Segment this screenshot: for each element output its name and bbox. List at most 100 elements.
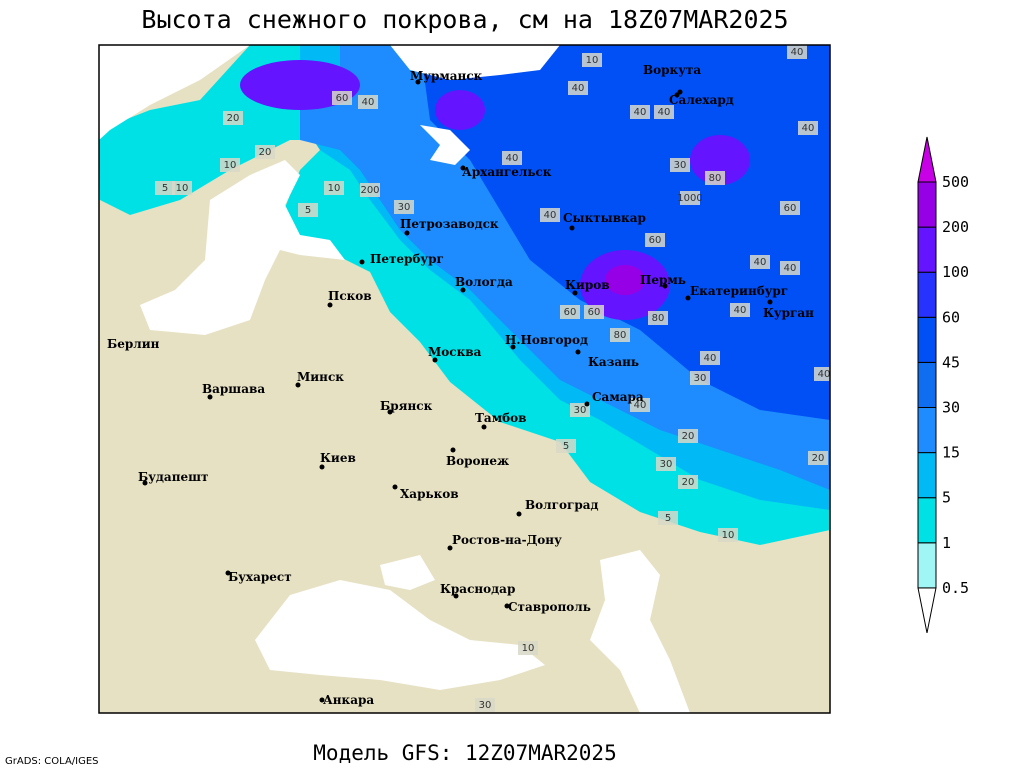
contour-label: 40 xyxy=(734,305,747,316)
contour-label-box xyxy=(582,53,602,67)
city-dot xyxy=(387,409,393,415)
city-label: Краснодар xyxy=(440,582,515,596)
contour-label: 80 xyxy=(709,173,722,184)
contour-label-box xyxy=(780,261,800,275)
sea xyxy=(390,45,560,80)
colorbar-label: 200 xyxy=(942,218,969,236)
contour-label: 80 xyxy=(652,313,665,324)
colorbar-label: 0.5 xyxy=(942,579,969,597)
contour-label-box xyxy=(780,201,800,215)
city-dot xyxy=(404,230,410,236)
city-dot xyxy=(450,447,456,453)
contour-label: 10 xyxy=(722,530,735,541)
contour-label: 10 xyxy=(224,160,237,171)
model-label: Модель GFS: 12Z07MAR2025 xyxy=(313,741,616,765)
contour-label-box xyxy=(808,451,828,465)
contour-label: 40 xyxy=(362,97,375,108)
city-label: Москва xyxy=(428,345,482,359)
contour-label-box xyxy=(324,181,344,195)
contour-label: 30 xyxy=(674,160,687,171)
city-label: Минск xyxy=(297,370,344,384)
contour-label-box xyxy=(220,158,240,172)
colorbar-box xyxy=(917,226,937,273)
city-dot xyxy=(572,290,578,296)
contour-label-box xyxy=(678,475,698,489)
city-dot xyxy=(295,382,301,388)
colorbar-label: 15 xyxy=(942,444,960,462)
colorbar-box xyxy=(917,497,937,544)
colorbar-label: 500 xyxy=(942,173,969,191)
contour-label: 10 xyxy=(522,643,535,654)
city-label: Петрозаводск xyxy=(400,217,499,231)
contour-label-box xyxy=(680,191,700,205)
contour-label: 60 xyxy=(784,203,797,214)
contour-label: 80 xyxy=(614,330,627,341)
colorbar-label: 100 xyxy=(942,263,969,281)
sea xyxy=(99,45,250,140)
city-label: Харьков xyxy=(400,487,459,501)
city-label: Воркута xyxy=(643,63,701,77)
contour-label-box xyxy=(155,181,175,195)
sea xyxy=(420,125,470,165)
contour-label: 200 xyxy=(360,185,379,196)
contour-label-box xyxy=(787,45,807,59)
city-dot xyxy=(516,511,522,517)
colorbar-box xyxy=(917,181,937,228)
contour-label: 5 xyxy=(305,205,311,216)
sea xyxy=(140,160,345,335)
snow-5 xyxy=(240,60,360,110)
contour-label-box xyxy=(223,111,243,125)
contour-label-box xyxy=(654,105,674,119)
city-label: Киев xyxy=(320,451,356,465)
contour-label-box xyxy=(645,233,665,247)
city-label: Вологда xyxy=(455,275,513,289)
sea xyxy=(255,580,545,690)
contour-label-box xyxy=(255,145,275,159)
city-label: Брянск xyxy=(380,399,433,413)
contour-label-box xyxy=(560,305,580,319)
contour-label: 30 xyxy=(694,373,707,384)
contour-label-box xyxy=(358,95,378,109)
city-label: Варшава xyxy=(202,382,265,396)
colorbar-box xyxy=(917,452,937,499)
colorbar-box xyxy=(917,271,937,318)
city-label: Архангельск xyxy=(462,165,552,179)
title: Высота снежного покрова, см на 18Z07MAR2… xyxy=(141,5,788,34)
map: 40 10 60 40 40 20 10 40 20 5 10 5 10 200 30 40 40 40 30 100… xyxy=(99,45,830,713)
contour-label-box xyxy=(502,151,522,165)
city-label: Ростов-на-Дону xyxy=(452,533,562,547)
contour-label-box xyxy=(648,311,668,325)
contour-label-box xyxy=(670,158,690,172)
city-dot xyxy=(460,287,466,293)
contour-label: 40 xyxy=(754,257,767,268)
contour-label: 40 xyxy=(544,210,557,221)
city-dot xyxy=(575,349,581,355)
contour-label: 10 xyxy=(586,55,599,66)
colorbar-triangle xyxy=(917,587,937,633)
contour-label: 40 xyxy=(634,107,647,118)
contour-label-box xyxy=(518,641,538,655)
contour-label: 40 xyxy=(658,107,671,118)
contour-label: 60 xyxy=(564,307,577,318)
city-label: Екатеринбург xyxy=(690,284,788,298)
city-dot xyxy=(460,165,466,171)
contour-label: 40 xyxy=(784,263,797,274)
colorbar-label: 5 xyxy=(942,489,951,507)
colorbar-box xyxy=(917,542,937,589)
contour-label: 60 xyxy=(336,93,349,104)
contour-label-box xyxy=(584,305,604,319)
city-dot xyxy=(481,424,487,430)
city-label: Казань xyxy=(588,355,639,369)
contour-label: 10 xyxy=(176,183,189,194)
contour-label-box xyxy=(630,105,650,119)
contour-label-box xyxy=(730,303,750,317)
contour-label-box xyxy=(540,208,560,222)
city-dot xyxy=(504,603,510,609)
colorbar-label: 60 xyxy=(942,308,960,326)
contour-label-box xyxy=(690,371,710,385)
contour-label: 30 xyxy=(660,459,673,470)
city-dot xyxy=(662,283,668,289)
city-label: Пермь xyxy=(640,273,686,287)
colorbar-label: 45 xyxy=(942,353,960,371)
contour-label-box xyxy=(298,203,318,217)
